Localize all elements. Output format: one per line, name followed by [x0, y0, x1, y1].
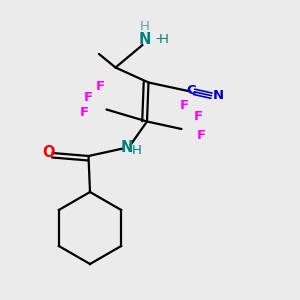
Text: F: F — [96, 80, 105, 94]
Text: F: F — [194, 110, 202, 124]
Text: H: H — [140, 20, 149, 34]
Text: -: - — [156, 32, 160, 45]
Text: C: C — [187, 84, 196, 97]
Text: F: F — [180, 98, 189, 112]
Text: H: H — [132, 144, 142, 158]
Text: F: F — [80, 106, 88, 119]
Text: F: F — [196, 128, 206, 142]
Text: N: N — [138, 32, 151, 46]
Text: F: F — [84, 91, 93, 104]
Text: H: H — [159, 33, 169, 46]
Text: N: N — [212, 89, 224, 103]
Text: N: N — [121, 140, 133, 155]
Text: O: O — [43, 145, 55, 160]
